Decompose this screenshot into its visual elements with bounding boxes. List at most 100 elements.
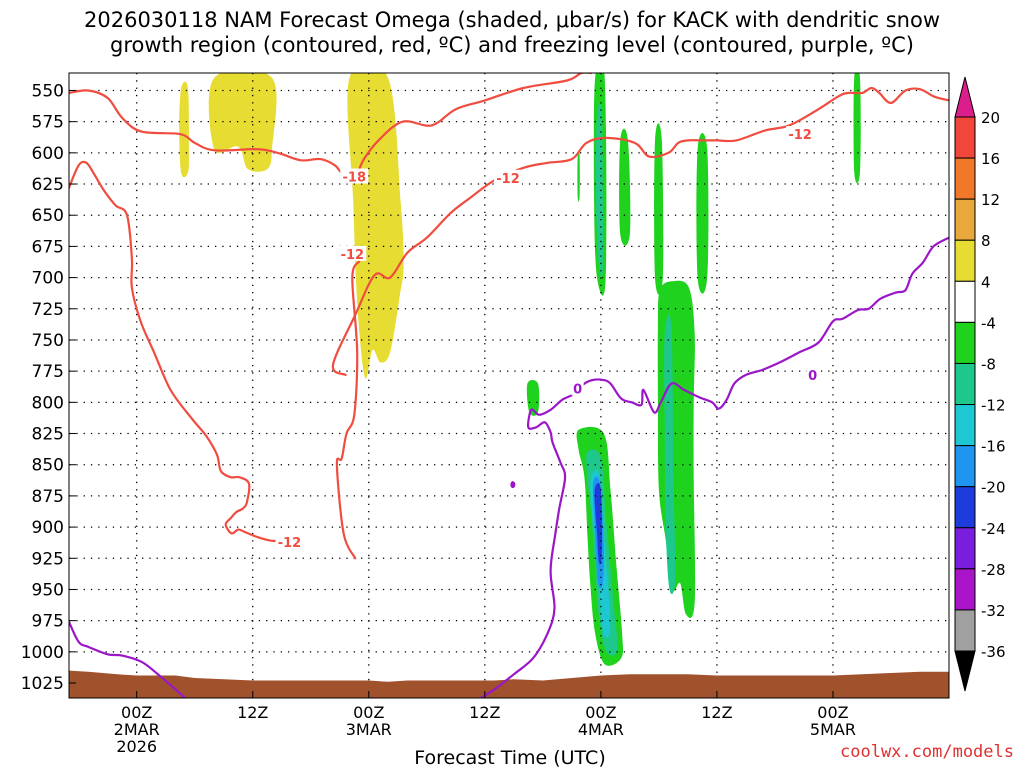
pressure-axis: 550 575 600 625 650 675 700 725 750 775 800 825 850 8… [21,81,76,694]
omega-shading-layer [179,73,861,666]
colorbar-label: 16 [981,150,1000,168]
colorbar-bin [954,486,976,529]
y-tick-label: 1000 [21,643,64,663]
y-tick-label: 975 [32,612,64,632]
contour-label-layer: -18 -12 -12 -12 -12 0 0 [275,126,819,551]
plot-area-background [69,73,949,698]
colorbar-label: 20 [981,109,1000,127]
x-tick-label: 3MAR [346,720,392,739]
x-tick-label: 12Z [701,703,732,722]
freezing-contour-label-bg [806,366,819,382]
colorbar-label: -32 [981,602,1006,620]
colorbar-bin [954,527,976,570]
y-tick-label: 800 [32,393,64,413]
colorbar-bin [954,362,976,406]
y-tick-label: 825 [32,425,64,445]
colorbar-label: -36 [981,643,1006,661]
x-axis-label: Forecast Time (UTC) [414,747,605,768]
x-tick-label: 00Z [817,703,848,722]
y-tick-label: 750 [32,331,64,351]
y-tick-label: 775 [32,362,64,382]
colorbar-bin [954,445,976,488]
x-tick-label: 00Z [585,703,616,722]
colorbar-label: -12 [981,397,1006,415]
omega-region-0 [179,81,189,178]
dgz-contour-label: -12 [496,172,520,187]
y-tick-label: 600 [32,144,64,164]
x-tick-label: 5MAR [810,720,856,739]
y-tick-label: 675 [32,237,64,257]
colorbar-bin [954,568,976,611]
omega-region-4 [577,150,580,202]
y-tick-label: 900 [32,518,64,538]
colorbar-over-triangle [954,76,976,118]
source-credit[interactable]: coolwx.com/models [840,742,1014,762]
colorbar-label: -28 [981,561,1006,579]
omega-region-5 [619,128,631,246]
omega-region-8 [853,73,861,184]
x-tick-label: 2MAR [114,720,160,739]
colorbar-bin [954,116,976,159]
freezing-contour-label: 0 [808,369,817,384]
x-tick-label: 2026 [116,737,157,756]
colorbar-label: -8 [981,355,996,373]
colorbar-bin [954,404,976,447]
y-tick-label: 875 [32,487,64,507]
x-tick-label: 00Z [353,703,384,722]
freezing-contour-label-bg [571,380,584,396]
dgz-contour-label-bg [338,245,367,261]
omega-region-7 [696,133,709,294]
y-tick-label: 850 [32,456,64,476]
omega-region-1 [208,73,277,172]
colorbar-label: 8 [981,232,991,250]
dgz-contour-label: -12 [341,248,365,263]
chart-title-line-1: 2026030118 NAM Forecast Omega (shaded, μ… [84,8,940,32]
contour-layer [69,73,949,698]
ground-layer [69,670,949,698]
freezing-level-contour-1 [479,236,949,698]
colorbar-label: -16 [981,438,1006,456]
colorbar-under-triangle [954,650,976,692]
x-tick-label: 4MAR [578,720,624,739]
dgz-contour-label-bg [786,126,815,142]
x-tick-label: 12Z [237,703,268,722]
y-tick-label: 925 [32,549,64,569]
colorbar-label: 12 [981,191,1000,209]
colorbar-bin [954,239,976,282]
freezing-level-contour-0 [69,620,187,698]
y-tick-label: 700 [32,269,64,289]
x-tick-label: 12Z [469,703,500,722]
dgz-contour-0 [69,73,593,180]
colorbar: 20 16 12 8 4 -4 -8 -12 -16 -20 -24 -28 -32 -36 [954,76,1006,692]
colorbar-label: -4 [981,314,996,332]
dgz-contour-3 [331,86,949,376]
dgz-contour-label-bg [494,169,523,185]
colorbar-bin [954,157,976,200]
omega-region-13 [664,314,676,595]
y-tick-label: 1025 [21,674,64,694]
y-tick-label: 575 [32,113,64,133]
dgz-contour-1 [69,160,288,543]
colorbar-bin [954,198,976,241]
dgz-contour-label-bg [275,534,304,550]
y-tick-label: 650 [32,206,64,226]
colorbar-bin [954,321,976,364]
colorbar-bin [954,280,976,323]
x-tick-label: 00Z [121,703,152,722]
plot-frame [68,72,950,699]
y-tick-label: 950 [32,580,64,600]
freezing-level-spot [510,481,516,489]
dgz-contour-label: -12 [788,128,812,143]
ground-fill [69,670,949,698]
colorbar-bin [954,609,976,652]
dgz-contour-label-bg [340,168,369,184]
y-tick-label: 625 [32,175,64,195]
grid-layer [69,73,949,698]
dgz-contour-2 [335,260,361,560]
colorbar-label: 4 [981,273,991,291]
dgz-contour-label: -12 [278,536,302,551]
omega-region-10 [526,380,540,416]
colorbar-label: -24 [981,520,1006,538]
